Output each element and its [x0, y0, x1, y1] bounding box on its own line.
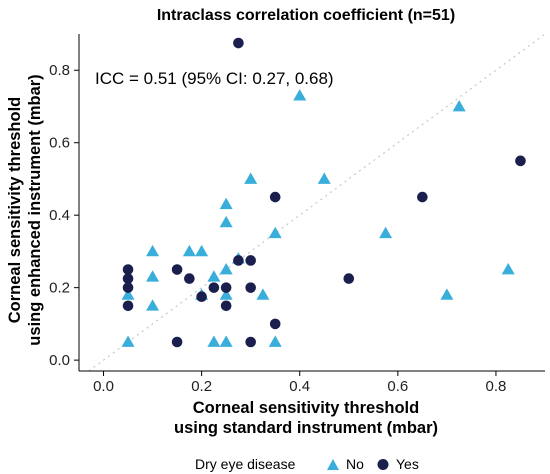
y-tick-label: 0.2	[49, 280, 70, 297]
legend-yes-label: Yes	[396, 456, 419, 472]
y-tick-label: 0.8	[49, 62, 70, 79]
data-point-no	[219, 197, 233, 210]
data-point-yes	[220, 282, 232, 293]
data-point-no	[268, 226, 282, 239]
data-point-no	[244, 172, 258, 184]
axes: 0.0 0.2 0.4 0.6 0.8 0.0 0.2 0.4 0.6 0.8	[49, 34, 545, 395]
data-point-yes	[122, 264, 134, 275]
data-point-no	[146, 244, 160, 257]
data-point-yes	[515, 155, 526, 167]
data-point-yes	[122, 273, 134, 284]
y-tick-label: 0.0	[49, 352, 70, 369]
data-point-no	[268, 335, 282, 347]
data-point-yes	[171, 336, 183, 348]
data-point-yes	[245, 282, 256, 293]
y-tick-label: 0.6	[49, 135, 70, 152]
data-point-yes	[208, 282, 220, 293]
x-axis-title-line1: Corneal sensitivity threshold	[193, 399, 419, 417]
data-point-yes	[171, 264, 183, 275]
x-ticks: 0.0 0.2 0.4 0.6 0.8	[93, 371, 506, 395]
data-point-no	[219, 263, 233, 275]
data-point-no	[219, 215, 233, 228]
data-point-no	[121, 335, 135, 347]
data-point-yes	[269, 191, 281, 203]
plot-area: ICC = 0.51 (95% CI: 0.27, 0.68)	[88, 33, 546, 372]
reference-line	[88, 33, 546, 372]
y-ticks: 0.0 0.2 0.4 0.6 0.8	[49, 62, 79, 369]
data-point-no	[440, 288, 454, 300]
y-axis-title-line2: using enhanced instrument (mbar)	[26, 74, 44, 345]
data-point-yes	[417, 191, 428, 203]
chart-title: Intraclass correlation coefficient (n=51…	[157, 7, 455, 24]
data-point-yes	[220, 300, 232, 312]
data-point-no	[293, 89, 307, 101]
data-point-no	[207, 335, 221, 347]
legend: Dry eye disease No Yes	[195, 456, 419, 472]
data-point-yes	[122, 282, 134, 293]
y-axis-title-line1: Corneal sensitivity threshold	[6, 97, 24, 323]
data-point-yes	[184, 273, 195, 284]
data-point-yes	[245, 336, 256, 348]
data-point-yes	[233, 37, 244, 49]
x-tick-label: 0.0	[93, 378, 114, 395]
data-point-no	[256, 288, 270, 300]
data-point-no	[146, 270, 160, 282]
data-point-yes	[269, 318, 281, 330]
data-point-no	[501, 263, 515, 275]
x-axis-title-line2: using standard instrument (mbar)	[174, 419, 438, 437]
data-point-no	[207, 270, 221, 282]
data-point-no	[379, 226, 393, 239]
icc-annotation: ICC = 0.51 (95% CI: 0.27, 0.68)	[95, 69, 334, 88]
data-point-no	[317, 172, 331, 184]
data-points	[121, 37, 526, 348]
data-point-no	[182, 244, 196, 257]
data-point-no	[121, 288, 135, 300]
x-tick-label: 0.4	[289, 378, 310, 395]
x-tick-label: 0.8	[486, 378, 507, 395]
data-point-yes	[245, 255, 256, 266]
legend-no-label: No	[346, 456, 364, 472]
legend-no-triangle-icon	[327, 459, 339, 470]
x-tick-label: 0.6	[387, 378, 408, 395]
data-point-no	[219, 288, 233, 300]
data-point-no	[452, 99, 466, 112]
data-point-no	[195, 244, 209, 257]
y-tick-label: 0.4	[49, 207, 70, 224]
data-point-yes	[343, 273, 355, 284]
x-tick-label: 0.2	[191, 378, 212, 395]
legend-yes-circle-icon	[377, 459, 389, 470]
legend-title: Dry eye disease	[195, 456, 296, 472]
data-point-yes	[196, 291, 207, 303]
data-point-yes	[233, 255, 244, 266]
data-point-no	[219, 335, 233, 347]
data-point-no	[146, 299, 160, 311]
data-point-yes	[122, 300, 134, 312]
